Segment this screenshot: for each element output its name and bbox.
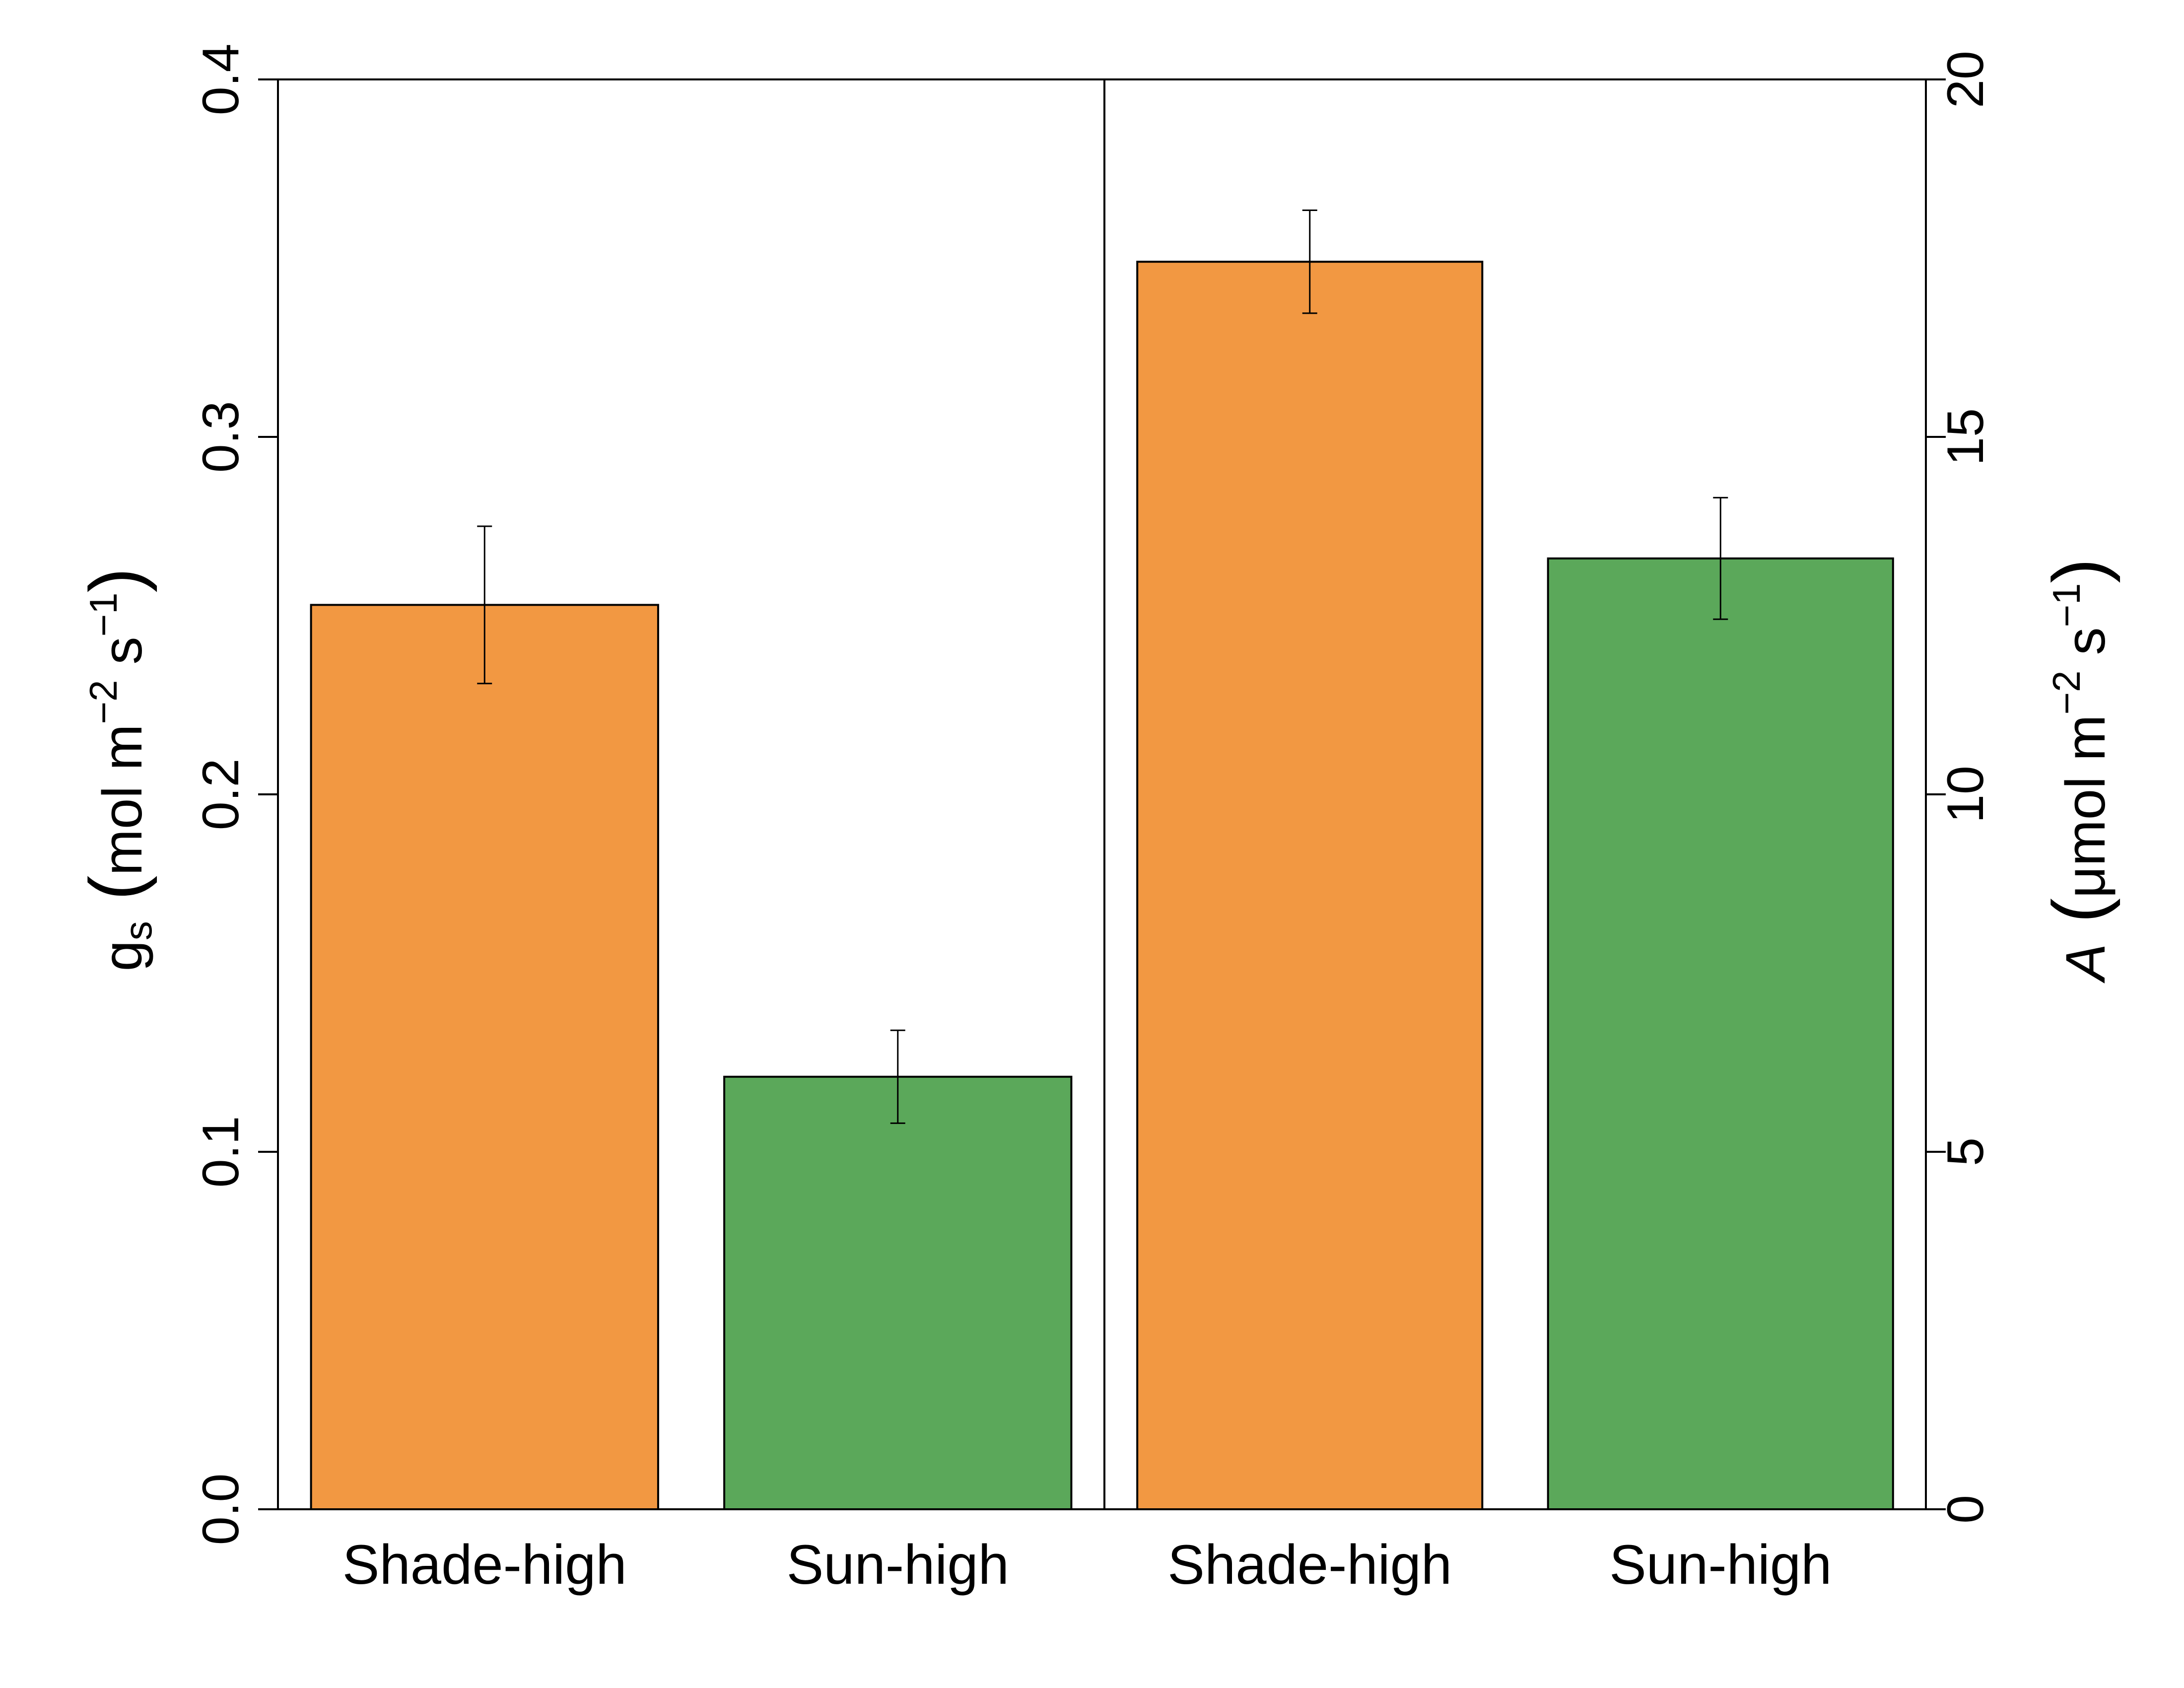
left-y-tick-label: 0.2	[192, 759, 250, 831]
left-y-tick-label: 0.1	[192, 1116, 250, 1188]
right-ylabel-exp-m: −2	[2045, 671, 2088, 715]
gs-bar	[723, 1075, 1073, 1511]
right-y-tick-label: 20	[1937, 51, 1994, 108]
assim-bar	[1547, 557, 1894, 1510]
right-ylabel-s: s	[2054, 628, 2116, 655]
left-ylabel-main: g	[91, 940, 153, 971]
left-y-tick-label: 0.3	[192, 401, 250, 473]
right-ylabel-main: A	[2054, 944, 2116, 984]
left-ylabel-units: mol m	[91, 724, 153, 876]
x-category-label: Shade-high	[1167, 1534, 1452, 1596]
assim-bar	[1136, 261, 1484, 1511]
x-category-label: Shade-high	[342, 1534, 627, 1596]
right-y-tick-label: 5	[1937, 1137, 1994, 1166]
right-ylabel-exp-s: −1	[2045, 583, 2088, 628]
right-y-axis-label: A (μmol m−2 s−1)	[2037, 559, 2120, 984]
right-y-tick-label: 0	[1937, 1495, 1994, 1524]
gs-bar	[310, 604, 659, 1510]
left-ylabel-sub: s	[116, 921, 160, 940]
left-ylabel-exp-m: −2	[81, 680, 125, 724]
right-ylabel-units: μmol m	[2054, 715, 2116, 898]
left-ylabel-s: s	[91, 637, 153, 665]
left-y-tick-label: 0.4	[192, 44, 250, 116]
x-category-label: Sun-high	[1609, 1534, 1832, 1596]
left-ylabel-exp-s: −1	[81, 593, 125, 637]
left-y-axis-label: gs (mol m−2 s−1)	[74, 568, 160, 972]
right-y-tick-label: 10	[1937, 766, 1994, 823]
right-y-tick-label: 15	[1937, 408, 1994, 466]
left-y-tick-label: 0.0	[192, 1474, 250, 1546]
x-category-label: Sun-high	[787, 1534, 1009, 1596]
